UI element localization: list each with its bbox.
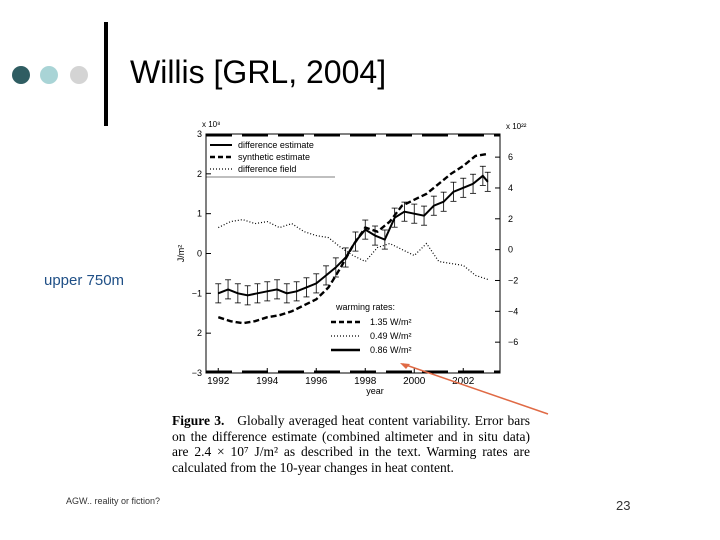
x-tick-label: 1998 [354, 376, 377, 387]
legend-label: difference estimate [238, 140, 314, 150]
figure-label: Figure 3. [172, 413, 225, 428]
arrow-head-icon [400, 363, 410, 369]
dot-light [40, 66, 58, 84]
side-label: upper 750m [44, 272, 125, 289]
right-tick-label: −4 [508, 306, 518, 316]
series-line-dotted [218, 218, 488, 280]
x-tick-label: 1994 [256, 376, 279, 387]
left-tick-label: 1 [197, 209, 202, 219]
slide-title: Willis [GRL, 2004] [130, 54, 387, 90]
annotation-arrow [402, 363, 549, 415]
x-tick-label: 2002 [452, 376, 475, 387]
dot-grey [70, 66, 88, 84]
left-tick-label: −1 [192, 288, 202, 298]
left-tick-label: 3 [197, 129, 202, 139]
title-divider [104, 22, 108, 126]
left-tick-label: 2 [197, 169, 202, 179]
right-multiplier: x 10²² [506, 122, 527, 131]
series-line-dashed [217, 152, 488, 325]
right-tick-label: 6 [508, 152, 513, 162]
right-tick-label: 4 [508, 183, 513, 193]
figure-caption: Figure 3. Globally averaged heat content… [172, 413, 530, 475]
right-tick-label: −6 [508, 337, 518, 347]
rate-label: 1.35 W/m² [370, 317, 412, 327]
right-tick-label: −2 [508, 275, 518, 285]
left-tick-label: 0 [197, 249, 202, 259]
x-axis-label: year [366, 386, 384, 396]
page-number: 23 [616, 498, 631, 513]
y-axis-label: J/m² [176, 245, 186, 263]
rate-label: 0.86 W/m² [370, 345, 412, 355]
dot-dark [12, 66, 30, 84]
x-tick-label: 1996 [305, 376, 328, 387]
legend-label: difference field [238, 164, 296, 174]
legend-label: synthetic estimate [238, 152, 310, 162]
left-multiplier: x 10⁸ [202, 120, 221, 129]
left-tick-label: −3 [192, 368, 202, 378]
x-tick-label: 2000 [403, 376, 426, 387]
caption-text: Globally averaged heat content variabili… [172, 413, 531, 475]
footer-text: AGW.. reality or fiction? [66, 496, 161, 506]
rate-label: 0.49 W/m² [370, 331, 412, 341]
x-tick-label: 1992 [207, 376, 230, 387]
series-line-solid [217, 174, 489, 297]
right-tick-label: 2 [508, 214, 513, 224]
rates-title: warming rates: [335, 302, 395, 312]
right-tick-label: 0 [508, 245, 513, 255]
left-tick-label: 2 [197, 328, 202, 338]
